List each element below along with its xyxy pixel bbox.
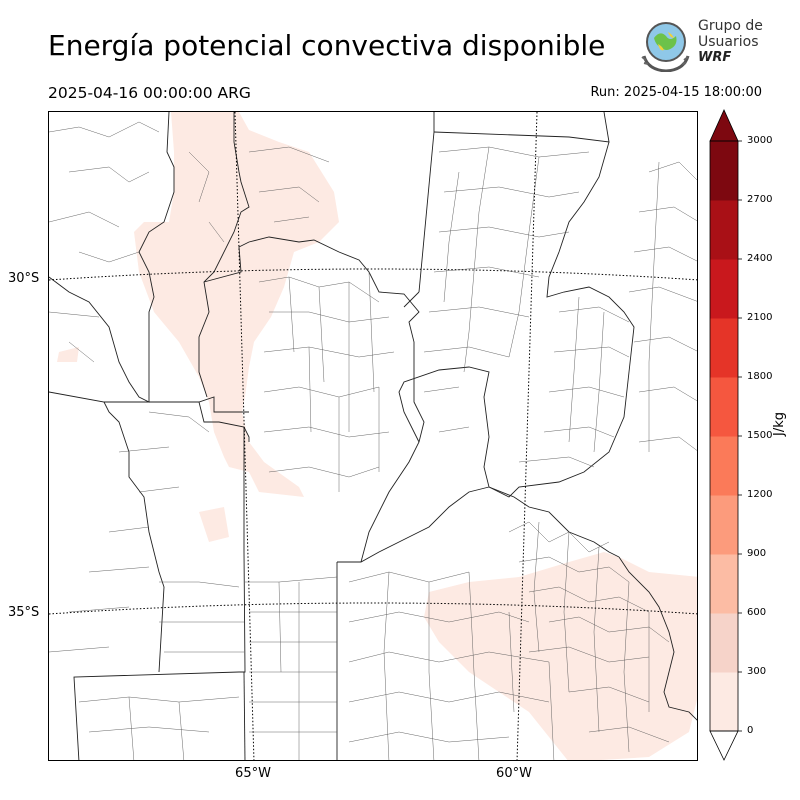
colorbar-band [710,495,738,555]
department-boundaries [49,121,697,760]
valid-time: 2025-04-16 00:00:00 ARG [48,84,251,102]
colorbar-tick-label: 300 [747,666,767,677]
colorbar [709,109,742,761]
logo-line-1: Grupo de [698,18,763,34]
graticule [49,112,697,760]
province-boundaries [49,112,697,760]
logo-line-2: Usuarios [698,34,759,50]
logo: Grupo de Usuarios WRF [638,16,764,73]
colorbar-band [710,436,738,496]
colorbar-tick-label: 1500 [747,430,773,441]
colorbar-tick-label: 1800 [747,371,773,382]
run-time: Run: 2025-04-15 18:00:00 [590,85,762,100]
lat-label-35s: 35°S [8,605,40,620]
colorbar-tick-label: 2100 [747,312,773,323]
logo-line-3: WRF [698,50,732,65]
colorbar-tick-label: 600 [747,607,767,618]
colorbar-band [710,259,738,319]
colorbar-tick-marks [738,140,742,732]
map-canvas [49,112,697,760]
colorbar-tick-label: 1200 [747,489,773,500]
colorbar-tick-label: 2400 [747,253,773,264]
colorbar-tick-label: 3000 [747,135,773,146]
map-title: Energía potencial convectiva disponible [48,29,606,62]
colorbar-band [710,200,738,260]
colorbar-unit-label: J/kg [772,412,787,436]
colorbar-band [710,554,738,614]
colorbar-band [710,672,738,732]
colorbar-tick-label: 0 [747,725,754,736]
colorbar-extend-max [709,109,739,142]
colorbar-extend-min [709,730,739,761]
lat-label-30s: 30°S [8,271,40,286]
lon-label-65w: 65°W [235,766,271,781]
colorbar-band [710,377,738,437]
colorbar-band [710,141,738,201]
lon-label-60w: 60°W [496,766,532,781]
map-panel[interactable] [48,111,698,761]
colorbar-tick-label: 900 [747,548,767,559]
colorbar-tick-label: 2700 [747,194,773,205]
colorbar-band [710,613,738,673]
globe-logo-icon [641,22,690,73]
colorbar-band [710,318,738,378]
colorbar-bands [710,141,738,732]
cape-shading [57,112,697,760]
